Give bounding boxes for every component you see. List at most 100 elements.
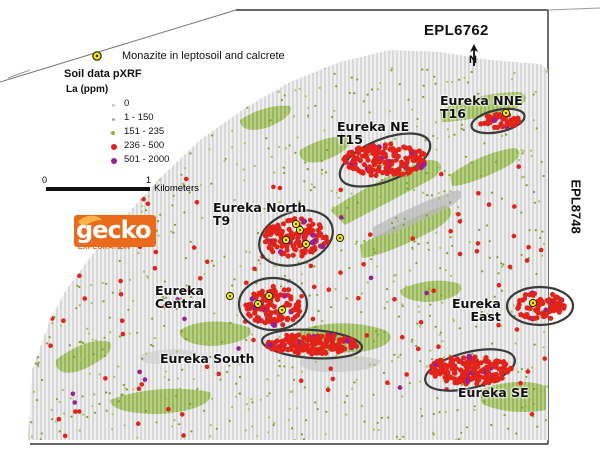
sample-point-red bbox=[120, 331, 126, 337]
sample-point bbox=[414, 234, 417, 237]
anomaly-point-red bbox=[290, 252, 296, 258]
anomaly-point-purple bbox=[319, 243, 326, 250]
sample-point bbox=[360, 311, 363, 314]
sample-point bbox=[391, 221, 394, 225]
sample-point bbox=[366, 281, 369, 284]
sample-point bbox=[201, 216, 204, 219]
sample-point bbox=[316, 293, 319, 297]
anomaly-point-red bbox=[274, 296, 281, 303]
sample-point bbox=[282, 166, 285, 169]
sample-point bbox=[418, 310, 421, 313]
anomaly-point-red bbox=[358, 169, 364, 175]
sample-point bbox=[333, 109, 336, 112]
anomaly-point-red bbox=[499, 369, 505, 375]
sample-point bbox=[507, 427, 510, 430]
sample-point bbox=[413, 240, 416, 243]
anomaly-point-red bbox=[268, 302, 274, 308]
sample-point bbox=[378, 196, 381, 199]
sample-point bbox=[464, 155, 468, 158]
target-ellipse-north bbox=[258, 209, 334, 267]
anomaly-point-red bbox=[527, 305, 533, 312]
sample-point bbox=[280, 84, 283, 87]
sample-point bbox=[533, 343, 536, 346]
anomaly-point-red bbox=[408, 147, 414, 153]
sample-point bbox=[529, 149, 533, 152]
sample-point bbox=[75, 259, 79, 262]
sample-point-red bbox=[330, 376, 336, 382]
sample-point bbox=[140, 210, 143, 213]
sample-point bbox=[267, 416, 271, 419]
sample-point bbox=[397, 356, 400, 359]
anomaly-point-red bbox=[450, 357, 456, 363]
sample-point bbox=[386, 300, 389, 303]
sample-point bbox=[172, 194, 175, 197]
sample-point bbox=[257, 204, 260, 207]
sample-point bbox=[449, 274, 453, 277]
sample-point bbox=[370, 254, 373, 257]
anomaly-point-red bbox=[286, 226, 292, 232]
target-label-south: Eureka South bbox=[160, 351, 255, 366]
sample-point-red bbox=[457, 219, 463, 224]
sample-point-red bbox=[145, 201, 151, 207]
sample-point bbox=[531, 366, 534, 369]
sample-point bbox=[175, 350, 179, 353]
anomaly-point-red bbox=[290, 340, 296, 346]
sample-point bbox=[528, 229, 531, 232]
sample-point bbox=[268, 392, 271, 395]
anomaly-point-red bbox=[437, 363, 443, 369]
sample-point bbox=[436, 137, 439, 140]
scale-bar-line bbox=[46, 187, 150, 191]
sample-point-red bbox=[518, 380, 523, 386]
anomaly-point-red bbox=[493, 372, 499, 378]
sample-point bbox=[422, 95, 425, 98]
sample-point bbox=[390, 69, 393, 72]
anomaly-point-purple bbox=[310, 232, 316, 238]
sample-point bbox=[335, 191, 338, 194]
sample-point bbox=[221, 341, 224, 344]
anomaly-point-purple bbox=[466, 353, 473, 360]
legend-swatch-1 bbox=[112, 118, 115, 121]
sample-point bbox=[425, 214, 428, 217]
sample-point bbox=[353, 92, 356, 95]
sample-point bbox=[500, 197, 504, 200]
sample-point bbox=[432, 433, 435, 436]
anomaly-point-red bbox=[490, 377, 497, 383]
anomaly-point-red bbox=[383, 165, 389, 171]
sample-point bbox=[102, 300, 105, 303]
sample-point-red bbox=[512, 204, 517, 209]
sample-point bbox=[545, 70, 548, 73]
sample-point bbox=[372, 428, 375, 431]
sample-point bbox=[231, 129, 234, 132]
anomaly-point-red bbox=[380, 170, 386, 176]
sample-point-red bbox=[525, 369, 531, 374]
sample-point bbox=[539, 236, 542, 239]
sample-point-red bbox=[338, 187, 344, 193]
sample-point-red bbox=[511, 233, 517, 239]
anomaly-point-red bbox=[369, 146, 376, 152]
sample-point bbox=[33, 274, 36, 277]
anomaly-point-purple bbox=[301, 218, 308, 225]
sample-point bbox=[32, 289, 35, 292]
anomaly-point-red bbox=[361, 162, 367, 168]
sample-point bbox=[304, 161, 307, 164]
sample-point bbox=[270, 118, 274, 121]
sample-point bbox=[172, 231, 175, 234]
sample-point bbox=[286, 281, 289, 284]
sample-point bbox=[32, 197, 35, 200]
sample-point bbox=[377, 428, 380, 431]
anomaly-point-red bbox=[537, 296, 544, 302]
sample-point bbox=[128, 332, 131, 335]
frame-corner-line bbox=[547, 7, 600, 11]
sample-point bbox=[380, 123, 384, 126]
anomaly-point-red bbox=[391, 171, 397, 177]
anomaly-point-red bbox=[495, 377, 501, 383]
sample-point bbox=[419, 407, 422, 410]
anomaly-point-red bbox=[336, 341, 342, 347]
anomaly-point-red bbox=[305, 342, 311, 348]
sample-point bbox=[211, 134, 214, 137]
sample-point bbox=[350, 192, 353, 195]
sample-point bbox=[231, 406, 234, 409]
sample-point bbox=[118, 289, 121, 292]
sample-point bbox=[246, 106, 249, 109]
sample-point bbox=[304, 95, 307, 98]
